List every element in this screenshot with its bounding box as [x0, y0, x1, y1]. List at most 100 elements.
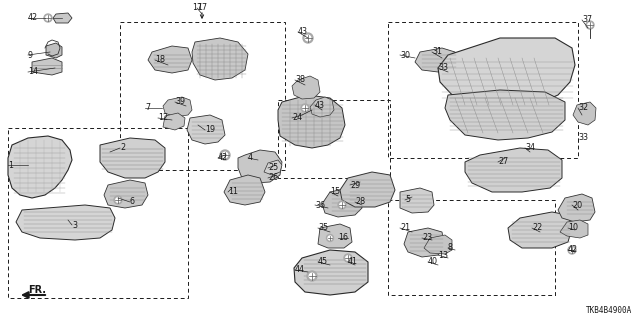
Text: 14: 14 [28, 68, 38, 76]
Text: 28: 28 [355, 197, 365, 206]
Text: 22: 22 [532, 223, 542, 233]
Circle shape [307, 271, 317, 281]
Polygon shape [573, 102, 596, 125]
Text: 34: 34 [525, 143, 535, 153]
Text: 37: 37 [582, 15, 592, 25]
Polygon shape [278, 95, 345, 148]
Text: 20: 20 [572, 201, 582, 210]
Circle shape [303, 106, 307, 110]
Circle shape [338, 201, 346, 209]
Polygon shape [53, 13, 72, 23]
Circle shape [340, 203, 344, 207]
Circle shape [46, 16, 50, 20]
Polygon shape [508, 212, 572, 248]
Polygon shape [558, 194, 595, 222]
Circle shape [586, 21, 594, 29]
Circle shape [303, 33, 313, 43]
Polygon shape [238, 150, 282, 183]
Polygon shape [104, 180, 148, 208]
Bar [278, 100, 390, 178]
Polygon shape [163, 97, 192, 117]
Circle shape [301, 104, 309, 112]
Polygon shape [192, 38, 248, 80]
Text: FR.: FR. [28, 285, 46, 295]
Text: 3: 3 [72, 220, 77, 229]
Polygon shape [292, 76, 320, 99]
Text: 19: 19 [205, 125, 215, 134]
Circle shape [220, 150, 230, 160]
Polygon shape [148, 46, 192, 73]
Text: 17: 17 [192, 4, 202, 12]
Text: 33: 33 [438, 63, 448, 73]
Text: 38: 38 [295, 76, 305, 84]
Text: 43: 43 [298, 28, 308, 36]
Text: 7: 7 [145, 103, 150, 113]
Text: 10: 10 [568, 223, 578, 233]
Polygon shape [445, 90, 565, 140]
Circle shape [570, 248, 574, 252]
Bar [120, 22, 285, 170]
Text: 27: 27 [498, 157, 508, 166]
Polygon shape [294, 250, 368, 295]
Text: TKB4B4900A: TKB4B4900A [586, 306, 632, 315]
Text: 2: 2 [120, 143, 125, 153]
Text: 30: 30 [400, 51, 410, 60]
Text: 24: 24 [292, 114, 302, 123]
Bar [388, 22, 578, 158]
Text: 36: 36 [315, 201, 325, 210]
Polygon shape [32, 58, 62, 75]
Text: 43: 43 [315, 100, 325, 109]
Circle shape [344, 254, 352, 262]
Text: 42: 42 [28, 13, 38, 22]
Text: 42: 42 [218, 154, 228, 163]
Text: 25: 25 [268, 164, 278, 172]
Polygon shape [415, 48, 458, 72]
Text: 17: 17 [197, 4, 207, 12]
Text: 26: 26 [268, 173, 278, 182]
Text: 35: 35 [318, 223, 328, 233]
Text: 42: 42 [568, 245, 578, 254]
Circle shape [309, 273, 315, 279]
Circle shape [44, 14, 52, 22]
Circle shape [222, 152, 228, 158]
Polygon shape [163, 113, 185, 130]
Text: 11: 11 [228, 188, 238, 196]
Polygon shape [318, 224, 352, 248]
Circle shape [116, 198, 120, 202]
Text: 31: 31 [432, 47, 442, 57]
Polygon shape [187, 115, 225, 144]
Text: 21: 21 [400, 223, 410, 233]
Text: 44: 44 [295, 266, 305, 275]
Polygon shape [465, 148, 562, 192]
Text: 4: 4 [248, 154, 253, 163]
Polygon shape [46, 43, 62, 58]
Circle shape [328, 236, 332, 240]
Circle shape [114, 196, 122, 204]
Text: 6: 6 [130, 197, 135, 206]
Text: 5: 5 [405, 196, 410, 204]
Circle shape [346, 256, 350, 260]
Polygon shape [340, 172, 395, 207]
Bar [388, 200, 555, 295]
Text: 18: 18 [155, 55, 165, 65]
Circle shape [326, 235, 333, 242]
Text: 32: 32 [578, 103, 588, 113]
Circle shape [305, 35, 311, 41]
Polygon shape [404, 228, 445, 257]
Polygon shape [560, 220, 588, 238]
Polygon shape [264, 160, 282, 175]
Text: 40: 40 [428, 258, 438, 267]
Circle shape [588, 23, 592, 27]
Polygon shape [310, 97, 334, 117]
Text: 16: 16 [338, 234, 348, 243]
Text: 15: 15 [330, 188, 340, 196]
Text: 8: 8 [448, 244, 453, 252]
Text: 45: 45 [318, 258, 328, 267]
Text: 9: 9 [28, 51, 33, 60]
Polygon shape [224, 175, 265, 205]
Polygon shape [8, 136, 72, 198]
Polygon shape [100, 138, 165, 178]
Bar [8, 128, 188, 298]
Text: 33: 33 [578, 133, 588, 142]
Text: 1: 1 [8, 161, 13, 170]
